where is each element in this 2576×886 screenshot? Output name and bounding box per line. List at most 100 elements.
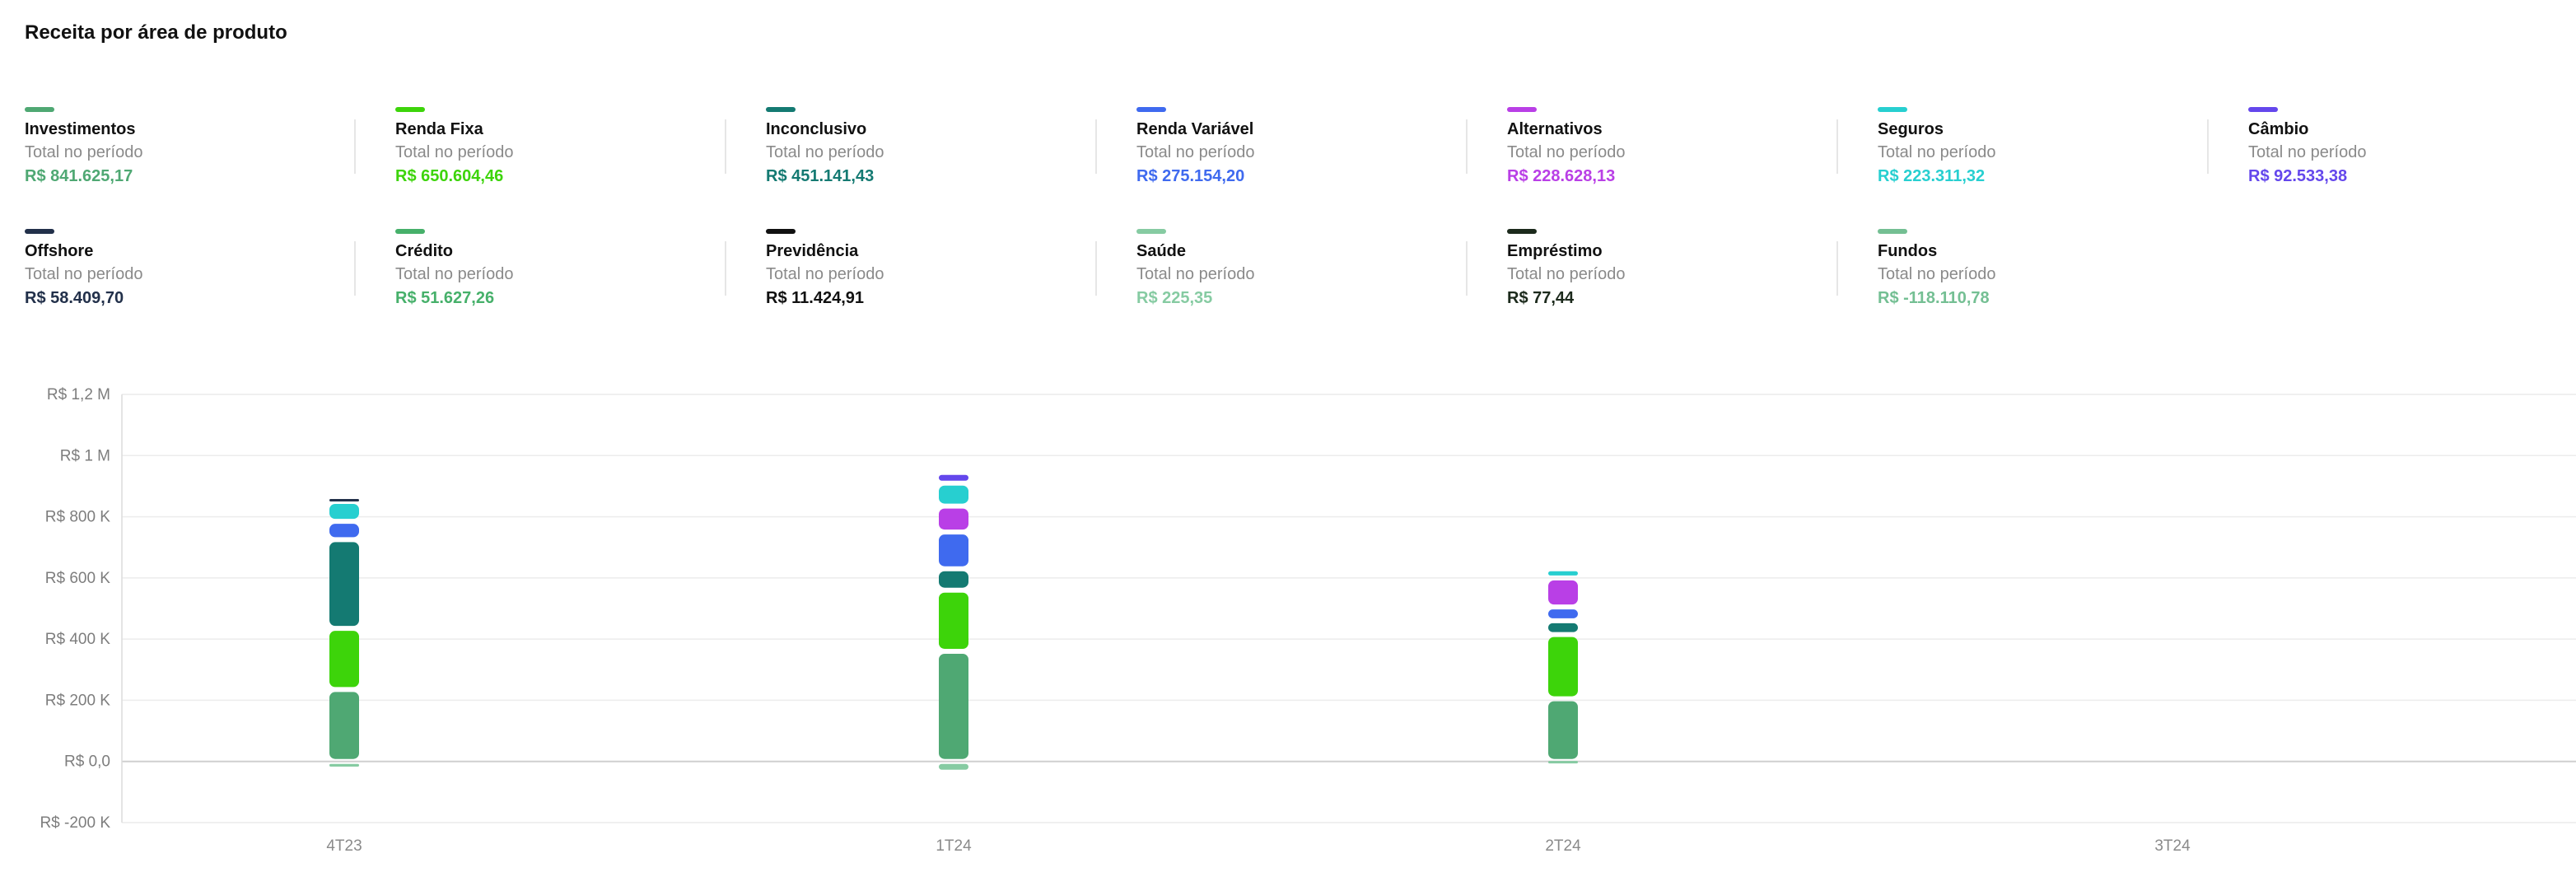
legend-total-value: R$ 275.154,20	[1136, 167, 1245, 185]
bar-segment[interactable]	[1548, 580, 1578, 605]
legend-total-value: R$ 58.409,70	[25, 289, 124, 307]
legend-item[interactable]: Previdência Total no período R$ 11.424,91	[725, 229, 1095, 319]
legend-divider	[725, 119, 726, 174]
bar-segment[interactable]	[329, 692, 359, 759]
bar-segment[interactable]	[939, 592, 968, 649]
legend-divider	[2207, 119, 2209, 174]
legend-item[interactable]: Saúde Total no período R$ 225,35	[1095, 229, 1466, 319]
legend-item[interactable]: Renda Fixa Total no período R$ 650.604,46	[354, 107, 725, 198]
legend-label: Renda Variável	[1136, 120, 1254, 138]
legend-period-label: Total no período	[25, 143, 143, 161]
bar-segment[interactable]	[939, 474, 968, 481]
bar-segment[interactable]	[1548, 571, 1578, 576]
legend-period-label: Total no período	[1507, 143, 1626, 161]
legend-label: Inconclusivo	[766, 120, 867, 138]
legend-period-label: Total no período	[1878, 143, 1996, 161]
bar-segment[interactable]	[329, 763, 359, 767]
legend-label: Investimentos	[25, 120, 136, 138]
legend-item[interactable]: Alternativos Total no período R$ 228.628,1…	[1466, 107, 1836, 198]
legend-label: Empréstimo	[1507, 242, 1603, 260]
legend-divider	[354, 241, 356, 296]
legend-swatch	[1507, 229, 1537, 234]
y-tick-label: R$ 0,0	[64, 753, 110, 771]
bar-segment[interactable]	[939, 534, 968, 567]
legend-swatch	[25, 107, 54, 112]
legend-label: Previdência	[766, 242, 859, 260]
bar-segment[interactable]	[939, 571, 968, 588]
legend-item[interactable]: Seguros Total no período R$ 223.311,32	[1836, 107, 2207, 198]
legend-total-value: R$ 225,35	[1136, 289, 1213, 307]
chart-title: Receita por área de produto	[25, 21, 287, 44]
legend-swatch	[766, 229, 796, 234]
legend-label: Alternativos	[1507, 120, 1603, 138]
legend-swatch	[2248, 107, 2278, 112]
legend-swatch	[766, 107, 796, 112]
legend-row: Offshore Total no período R$ 58.409,70 Créd…	[25, 229, 2576, 351]
legend-item[interactable]: Renda Variável Total no período R$ 275.154…	[1095, 107, 1466, 198]
legend-label: Renda Fixa	[395, 120, 483, 138]
legend-item[interactable]: Offshore Total no período R$ 58.409,70	[25, 229, 354, 319]
legend-divider	[354, 119, 356, 174]
bar-segment[interactable]	[939, 763, 968, 770]
legend-item[interactable]: Crédito Total no período R$ 51.627,26	[354, 229, 725, 319]
legend-divider	[725, 241, 726, 296]
legend-period-label: Total no período	[395, 143, 514, 161]
legend-label: Offshore	[25, 242, 94, 260]
legend-divider	[1836, 241, 1838, 296]
x-tick-label: 1T24	[936, 837, 972, 855]
legend-period-label: Total no período	[1507, 265, 1626, 283]
bar-segment[interactable]	[939, 485, 968, 504]
bar-segment[interactable]	[329, 524, 359, 538]
legend: Investimentos Total no período R$ 841.625,…	[25, 107, 2576, 351]
legend-row: Investimentos Total no período R$ 841.625,…	[25, 107, 2576, 229]
legend-label: Fundos	[1878, 242, 1938, 260]
legend-divider	[1466, 241, 1468, 296]
legend-total-value: R$ 77,44	[1507, 289, 1575, 307]
bar-segment[interactable]	[329, 504, 359, 520]
bar-segment[interactable]	[329, 631, 359, 688]
bar-segment[interactable]	[1548, 609, 1578, 618]
legend-item[interactable]: Investimentos Total no período R$ 841.625,…	[25, 107, 354, 198]
legend-label: Câmbio	[2248, 120, 2309, 138]
legend-divider	[1836, 119, 1838, 174]
x-tick-label: 2T24	[1545, 837, 1581, 855]
legend-total-value: R$ 92.533,38	[2248, 167, 2348, 185]
legend-swatch	[1136, 107, 1166, 112]
bar-segment[interactable]	[1548, 637, 1578, 697]
legend-divider	[1095, 241, 1097, 296]
legend-divider	[1095, 119, 1097, 174]
legend-total-value: R$ 51.627,26	[395, 289, 495, 307]
y-tick-label: R$ 200 K	[45, 692, 111, 709]
legend-period-label: Total no período	[766, 143, 884, 161]
legend-total-value: R$ 228.628,13	[1507, 167, 1616, 185]
bar-segment[interactable]	[329, 499, 359, 502]
y-tick-label: R$ 1 M	[60, 447, 110, 464]
bar-segment[interactable]	[329, 542, 359, 627]
bar-segment[interactable]	[939, 654, 968, 759]
legend-item[interactable]: Câmbio Total no período R$ 92.533,38	[2207, 107, 2576, 198]
x-tick-label: 4T23	[326, 837, 362, 855]
legend-label: Saúde	[1136, 242, 1187, 260]
legend-item[interactable]: Inconclusivo Total no período R$ 451.141,4…	[725, 107, 1095, 198]
legend-period-label: Total no período	[766, 265, 884, 283]
bar-segment[interactable]	[939, 508, 968, 530]
legend-swatch	[395, 229, 425, 234]
bar-segment[interactable]	[1548, 701, 1578, 759]
legend-swatch	[395, 107, 425, 112]
legend-period-label: Total no período	[1136, 265, 1255, 283]
legend-item[interactable]: Empréstimo Total no período R$ 77,44	[1466, 229, 1836, 319]
bar-segment[interactable]	[1548, 761, 1578, 764]
y-tick-label: R$ 1,2 M	[47, 386, 110, 403]
legend-period-label: Total no período	[25, 265, 143, 283]
y-tick-label: R$ -200 K	[40, 814, 110, 832]
legend-total-value: R$ 223.311,32	[1878, 167, 1986, 185]
legend-swatch	[1878, 107, 1907, 112]
legend-swatch	[1878, 229, 1907, 234]
bar-segment[interactable]	[1548, 623, 1578, 632]
legend-period-label: Total no período	[1878, 265, 1996, 283]
x-tick-label: 3T24	[2154, 837, 2191, 855]
revenue-stacked-bar-chart: R$ -200 K R$ 0,0 R$ 200 K R$ 400 K R$ 600 K R…	[40, 386, 2576, 855]
legend-label: Crédito	[395, 242, 453, 260]
legend-item[interactable]: Fundos Total no período R$ -118.110,78	[1836, 229, 2207, 319]
legend-total-value: R$ 451.141,43	[766, 167, 875, 185]
